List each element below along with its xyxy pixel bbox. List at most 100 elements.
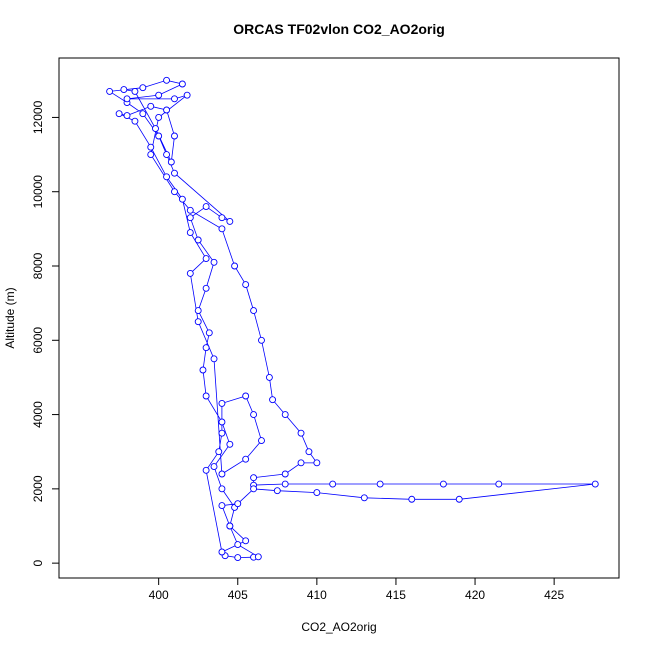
data-point bbox=[269, 396, 277, 404]
data-point bbox=[226, 440, 234, 448]
data-point bbox=[171, 132, 178, 140]
data-point bbox=[106, 87, 114, 95]
data-point bbox=[163, 106, 171, 114]
data-point bbox=[360, 494, 368, 502]
data-point bbox=[155, 113, 163, 121]
data-point bbox=[186, 214, 194, 222]
y-tick-label: 12000 bbox=[31, 100, 45, 134]
data-point bbox=[131, 117, 139, 125]
data-point bbox=[171, 188, 178, 196]
data-point bbox=[218, 485, 226, 493]
data-point bbox=[131, 87, 139, 95]
x-tick-label: 425 bbox=[544, 588, 564, 602]
data-point bbox=[210, 258, 218, 266]
data-point bbox=[242, 392, 250, 400]
data-point bbox=[163, 76, 171, 84]
data-point bbox=[115, 110, 123, 118]
y-tick-label: 2000 bbox=[31, 475, 45, 502]
y-tick-label: 8000 bbox=[31, 252, 45, 279]
data-point bbox=[226, 217, 234, 225]
data-point bbox=[147, 151, 155, 159]
data-point bbox=[254, 553, 262, 561]
data-point bbox=[408, 495, 416, 503]
data-point bbox=[234, 554, 242, 562]
data-point bbox=[147, 143, 155, 151]
data-point bbox=[171, 95, 178, 103]
data-point bbox=[123, 95, 131, 103]
x-tick-label: 410 bbox=[307, 588, 327, 602]
data-point bbox=[163, 173, 171, 181]
data-point bbox=[147, 102, 155, 110]
data-point bbox=[250, 474, 258, 482]
data-point bbox=[281, 480, 289, 488]
data-point bbox=[194, 318, 202, 326]
data-point bbox=[258, 336, 265, 344]
data-point bbox=[591, 480, 599, 488]
data-point bbox=[186, 269, 194, 277]
data-point bbox=[186, 229, 194, 237]
data-point bbox=[376, 480, 384, 488]
data-point bbox=[155, 91, 163, 99]
data-point bbox=[152, 125, 159, 133]
data-point bbox=[183, 91, 191, 99]
x-tick-label: 415 bbox=[386, 588, 406, 602]
plot-frame bbox=[58, 57, 620, 579]
data-point bbox=[178, 80, 186, 88]
data-point bbox=[202, 392, 210, 400]
data-point bbox=[139, 110, 147, 118]
data-point bbox=[123, 112, 131, 120]
data-point bbox=[218, 429, 226, 437]
data-point bbox=[439, 480, 447, 488]
data-point bbox=[218, 470, 226, 478]
data-point bbox=[202, 344, 210, 352]
data-point bbox=[265, 373, 273, 381]
data-point bbox=[455, 495, 463, 503]
x-axis-label: CO2_AO2orig bbox=[301, 620, 376, 634]
data-point bbox=[171, 169, 178, 177]
y-tick-label: 4000 bbox=[31, 401, 45, 428]
data-point bbox=[178, 195, 186, 203]
data-point bbox=[194, 307, 202, 315]
data-point bbox=[242, 281, 250, 289]
y-tick-label: 10000 bbox=[31, 175, 45, 209]
data-point bbox=[218, 502, 226, 510]
data-point bbox=[215, 448, 223, 456]
data-point bbox=[273, 487, 281, 495]
data-point bbox=[218, 399, 226, 407]
x-tick-label: 420 bbox=[465, 588, 485, 602]
data-point bbox=[120, 86, 128, 94]
data-point bbox=[297, 429, 305, 437]
data-point bbox=[202, 466, 210, 474]
data-point bbox=[234, 500, 242, 508]
data-point bbox=[186, 206, 194, 214]
y-axis-label: Altitude (m) bbox=[3, 287, 17, 348]
data-point bbox=[329, 480, 337, 488]
data-point bbox=[218, 548, 226, 556]
data-point bbox=[242, 537, 250, 545]
data-point bbox=[313, 489, 321, 497]
data-point bbox=[139, 84, 147, 92]
data-point bbox=[231, 262, 239, 270]
data-point bbox=[194, 236, 202, 244]
data-point bbox=[202, 203, 210, 211]
data-point bbox=[163, 151, 171, 159]
data-point bbox=[210, 355, 218, 363]
data-point bbox=[258, 437, 265, 445]
data-line bbox=[108, 79, 596, 559]
y-tick-label: 0 bbox=[31, 559, 45, 566]
data-point bbox=[202, 284, 210, 292]
data-point bbox=[281, 470, 289, 478]
data-point bbox=[218, 225, 226, 233]
chart-title: ORCAS TF02vlon CO2_AO2orig bbox=[233, 21, 445, 37]
data-point bbox=[210, 463, 218, 471]
data-point bbox=[305, 448, 313, 456]
data-point bbox=[218, 418, 226, 426]
data-point bbox=[155, 132, 163, 140]
data-point bbox=[250, 411, 258, 419]
data-point bbox=[199, 366, 207, 374]
data-point bbox=[250, 485, 258, 493]
data-point bbox=[202, 255, 210, 263]
data-point bbox=[242, 455, 250, 463]
data-point bbox=[234, 541, 242, 549]
